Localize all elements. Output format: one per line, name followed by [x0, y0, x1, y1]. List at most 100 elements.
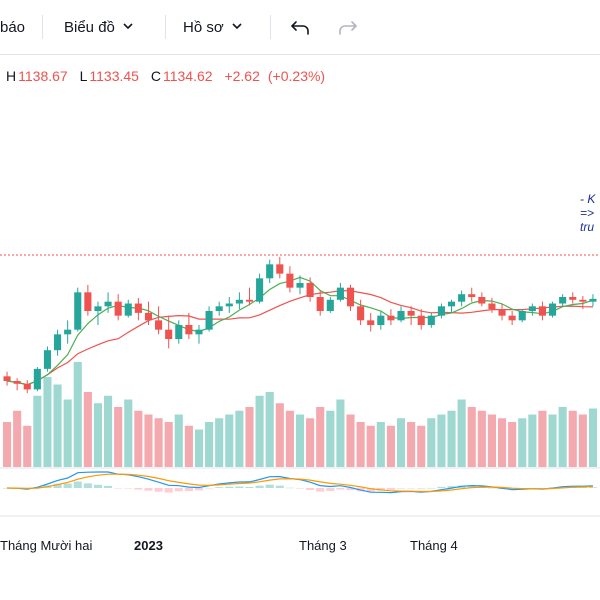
volume-bar [164, 422, 173, 467]
volume-bar [194, 429, 204, 467]
high-value: 1138.67 [18, 68, 68, 84]
toolbar-item-bao-label: báo [0, 18, 26, 36]
candle-body [134, 303, 142, 313]
candle-body [215, 306, 223, 311]
note-line-2: => [580, 206, 595, 220]
macd-histogram-bar [215, 487, 224, 488]
macd-histogram-bar [407, 488, 416, 489]
candle-body [488, 303, 496, 310]
candle-body [23, 383, 31, 390]
candle-body [336, 287, 344, 300]
volume-bar [407, 422, 416, 467]
candle-body [447, 301, 456, 307]
macd-histogram-bar [63, 483, 72, 488]
macd-histogram-bar [164, 488, 173, 493]
low-value: 1133.45 [89, 68, 139, 84]
candle-body [175, 325, 183, 339]
macd-histogram-bar [265, 484, 274, 488]
macd-histogram-bar [437, 486, 446, 488]
volume-bar [215, 418, 224, 467]
volume-bar [437, 414, 446, 467]
volume-bar [295, 414, 305, 467]
volume-bar [3, 422, 12, 467]
candle-body [235, 299, 243, 304]
macd-histogram-bar [144, 488, 153, 491]
candle-body [417, 315, 425, 325]
toolbar-divider [42, 15, 43, 39]
candle-body [266, 264, 274, 279]
close-value: 1134.62 [162, 68, 213, 84]
volume-bar [23, 425, 32, 467]
macd-histogram-bar [134, 488, 143, 490]
candle-body [155, 320, 163, 330]
macd-histogram-bar [346, 488, 355, 491]
volume-bar [447, 410, 456, 467]
candle-body [3, 376, 11, 381]
redo-icon[interactable] [334, 14, 360, 40]
macd-histogram-bar [53, 483, 62, 488]
volume-bar [396, 418, 406, 467]
macd-histogram-bar [417, 488, 426, 489]
candle-body [84, 292, 92, 311]
volume-bar [306, 418, 315, 467]
macd-histogram-bar [174, 488, 183, 492]
volume-bar [154, 418, 163, 467]
candle-body [478, 297, 486, 304]
candle-body [185, 325, 193, 335]
macd-histogram-bar [285, 487, 294, 489]
candle-body [104, 301, 112, 307]
chart-menu-button[interactable]: Biểu đồ [64, 0, 133, 54]
toolbar-divider [165, 15, 166, 39]
macd-histogram-bar [275, 485, 284, 488]
volume-bar [275, 403, 284, 467]
volume-bar [558, 407, 567, 467]
macd-histogram-bar [225, 486, 234, 488]
candle-body [518, 311, 526, 321]
candle-body [538, 306, 546, 316]
chart-annotation-note: - K => tru [580, 192, 595, 234]
volume-bar [104, 395, 113, 467]
candle-body [548, 303, 557, 316]
macd-histogram-bar [93, 484, 103, 488]
volume-bar [386, 425, 395, 467]
volume-bar [326, 410, 335, 467]
candle-body [427, 315, 435, 325]
volume-bar [487, 414, 496, 467]
toolbar-item-bao[interactable]: báo [0, 0, 25, 54]
volume-bar [33, 395, 42, 467]
macd-histogram-bar [235, 486, 244, 488]
change-percent: (+0.23%) [267, 68, 326, 84]
candle-body [64, 329, 72, 335]
volume-bar [528, 414, 537, 467]
volume-bar [508, 422, 517, 467]
undo-icon[interactable] [288, 14, 314, 40]
volume-bar [336, 399, 345, 467]
candle-body [286, 273, 294, 288]
candle-body [144, 312, 153, 321]
high-label: H [6, 68, 17, 84]
macd-histogram-bar [205, 488, 214, 489]
volume-bar [245, 407, 254, 467]
candle-body [13, 381, 21, 384]
macd-histogram-bar [194, 488, 204, 491]
volume-bar [184, 425, 193, 467]
volume-bar [63, 399, 72, 467]
macd-histogram-bar [306, 488, 315, 491]
candle-body [569, 297, 577, 300]
candle-body [74, 292, 82, 330]
candle-body [326, 299, 334, 311]
volume-bar [376, 422, 385, 467]
volume-bar [235, 410, 244, 467]
volume-bar [588, 408, 597, 467]
macd-histogram-bar [386, 488, 395, 490]
volume-bar [316, 407, 325, 467]
profile-menu-button[interactable]: Hồ sơ [183, 0, 242, 54]
candle-body [205, 311, 213, 330]
volume-bar [518, 418, 527, 467]
x-tick-label: Tháng Mười hai [0, 538, 93, 553]
volume-bar [73, 362, 82, 467]
change-value: +2.62 [224, 68, 260, 84]
candle-body [508, 315, 516, 321]
volume-bar [114, 407, 123, 467]
